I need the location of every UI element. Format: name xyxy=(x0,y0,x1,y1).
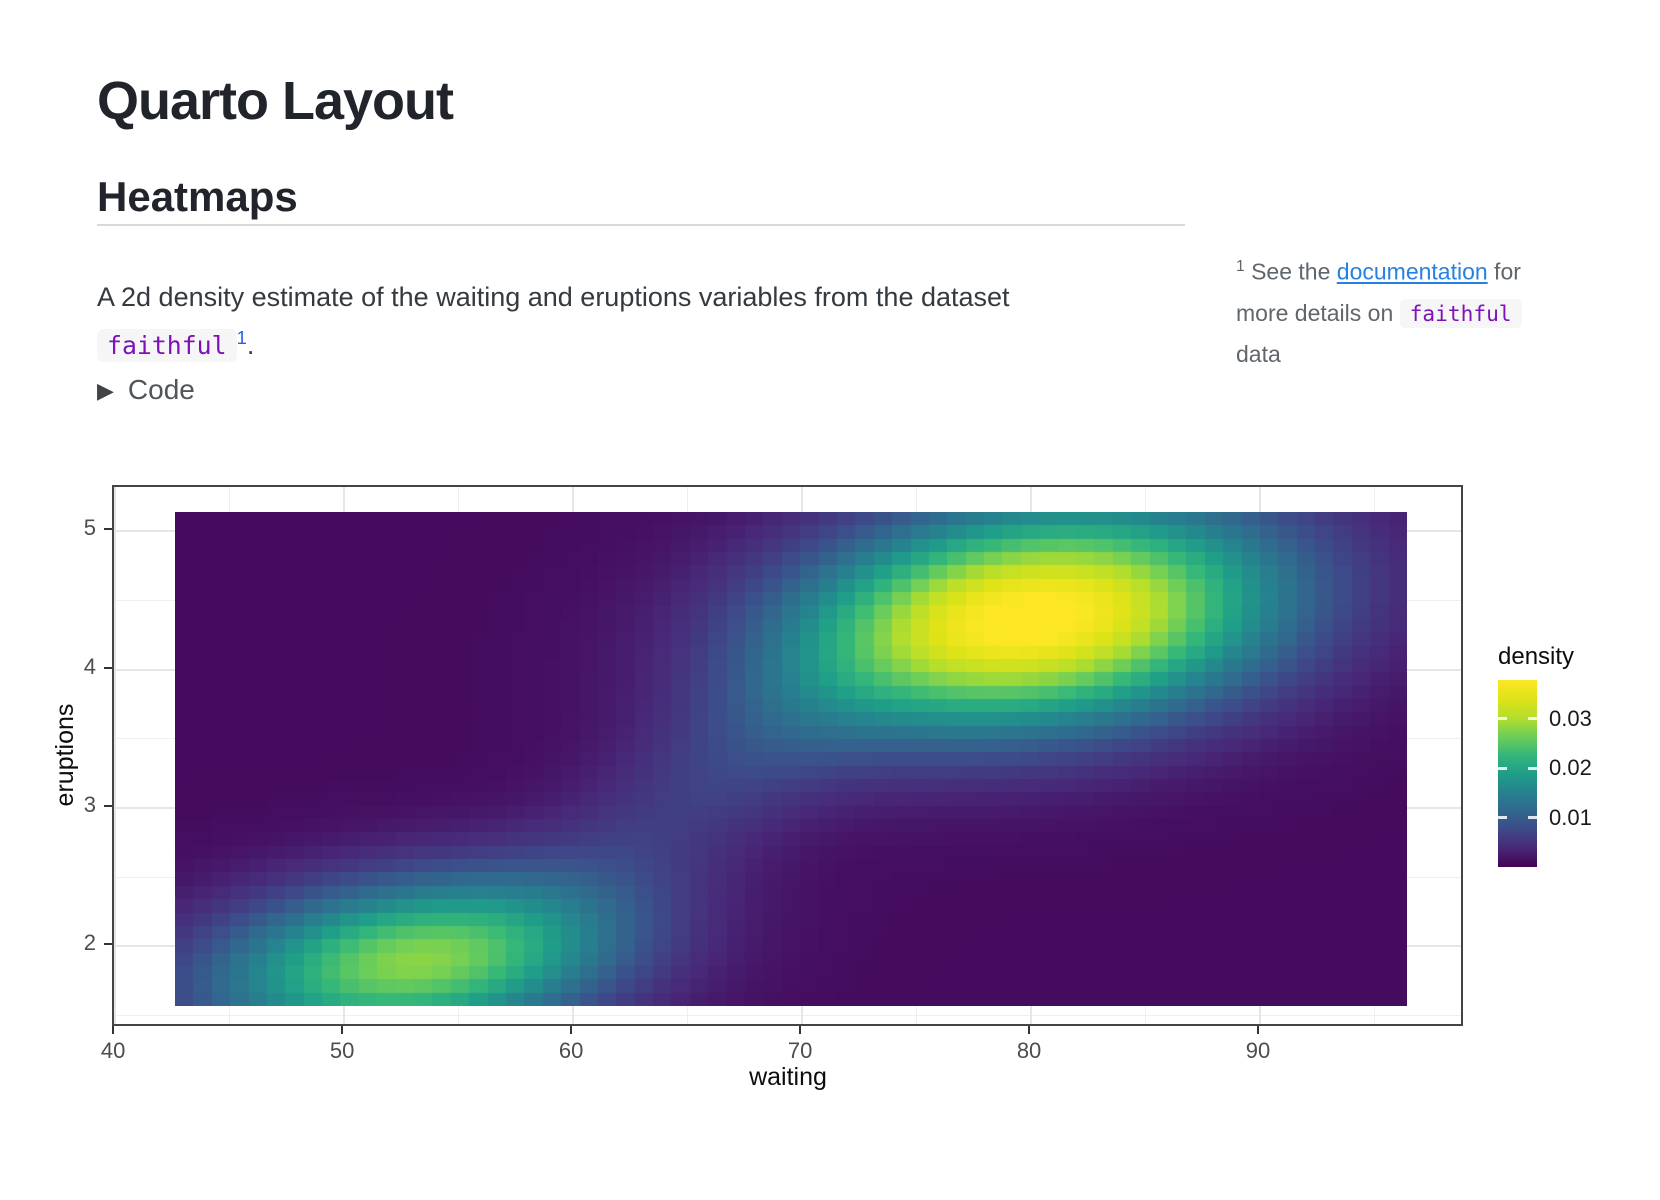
inline-code-faithful: faithful xyxy=(97,329,237,362)
x-axis-tick xyxy=(341,1026,344,1034)
legend-tick-label: 0.02 xyxy=(1549,755,1592,781)
y-axis-tick-label: 4 xyxy=(83,653,96,679)
y-axis-tick xyxy=(104,943,112,946)
code-fold-label: Code xyxy=(127,374,195,405)
plot-panel xyxy=(112,485,1463,1026)
x-axis-tick-label: 50 xyxy=(329,1038,355,1063)
density-heatmap-figure: waiting eruptions density 40 50 60 70 80 90 2 3… xyxy=(0,455,1660,1155)
intro-text: A 2d density estimate of the waiting and… xyxy=(97,282,1010,312)
inline-code-faithful-margin: faithful xyxy=(1399,298,1522,328)
x-axis-title: waiting xyxy=(749,1063,827,1091)
legend-title: density xyxy=(1498,643,1575,670)
gridline-major-x xyxy=(114,487,117,1024)
heatmap-raster xyxy=(174,511,1407,1006)
code-fold: ▶ Code xyxy=(97,374,195,406)
x-axis-tick-label: 60 xyxy=(558,1038,584,1063)
margin-footnote: 1 See the documentation for more details… xyxy=(1236,246,1556,375)
legend-tick-right xyxy=(1528,766,1537,770)
footnote-number: 1 xyxy=(1236,258,1245,275)
legend-tick-left xyxy=(1498,816,1507,820)
intro-text-end: . xyxy=(246,330,255,360)
x-axis-tick-label: 90 xyxy=(1245,1038,1271,1063)
y-axis-tick xyxy=(104,805,112,807)
legend-tick-label: 0.01 xyxy=(1549,804,1592,830)
footnote-reference-link[interactable]: 1 xyxy=(236,327,247,348)
section-divider xyxy=(97,224,1185,226)
legend-tick-right xyxy=(1528,816,1537,820)
x-axis-tick xyxy=(570,1026,573,1034)
x-axis-tick-label: 40 xyxy=(100,1038,126,1063)
x-axis-tick-label: 80 xyxy=(1016,1038,1042,1063)
x-axis-tick xyxy=(1028,1026,1031,1034)
legend-tick-right xyxy=(1528,717,1537,721)
legend-tick-label: 0.03 xyxy=(1549,705,1592,731)
gridline-minor-y xyxy=(114,1015,1461,1017)
y-axis-tick-label: 2 xyxy=(83,930,96,956)
legend-tick-left xyxy=(1498,766,1507,770)
y-axis-tick-label: 5 xyxy=(83,515,96,541)
x-axis-tick xyxy=(799,1026,802,1034)
legend-colorbar xyxy=(1498,680,1537,867)
disclosure-triangle-icon: ▶ xyxy=(97,378,114,403)
y-axis-tick-label: 3 xyxy=(83,792,96,817)
page-title: Quarto Layout xyxy=(97,71,454,132)
y-axis-tick xyxy=(104,666,112,669)
section-heading: Heatmaps xyxy=(97,172,298,220)
margin-text-2: for more details on xyxy=(1236,258,1521,326)
legend-tick-left xyxy=(1498,717,1507,721)
margin-text-1: See the xyxy=(1244,258,1337,285)
margin-text-3: data xyxy=(1236,340,1281,367)
x-axis-tick xyxy=(1257,1026,1260,1034)
y-axis-tick xyxy=(104,528,112,531)
documentation-link[interactable]: documentation xyxy=(1336,258,1488,285)
intro-paragraph: A 2d density estimate of the waiting and… xyxy=(97,273,1072,370)
code-fold-summary[interactable]: ▶ Code xyxy=(97,374,195,406)
x-axis-tick xyxy=(112,1026,115,1034)
x-axis-tick-label: 70 xyxy=(787,1038,813,1063)
